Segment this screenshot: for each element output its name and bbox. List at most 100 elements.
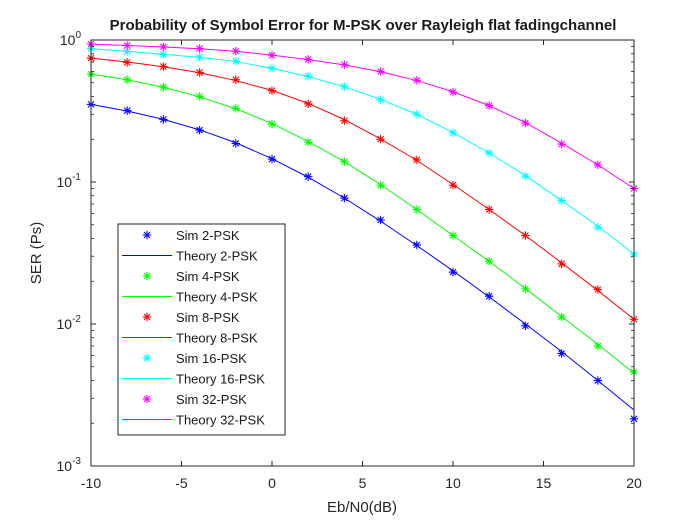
- sim-marker-4-2: [159, 42, 168, 52]
- sim-marker-0-2: [159, 115, 168, 124]
- x-axis: -10 -5 0 5 10 15 20: [81, 40, 642, 491]
- sim-marker-3-12: [521, 171, 530, 181]
- legend-entry: Sim 32-PSK: [142, 392, 247, 407]
- sim-marker-2-2: [159, 62, 168, 71]
- sim-marker-1-9: [412, 205, 421, 214]
- sim-marker-4-8: [376, 67, 385, 76]
- theory-line-2: [90, 57, 635, 320]
- legend-entry: Theory 16-PSK: [122, 372, 265, 387]
- sim-marker-1-5: [267, 119, 277, 129]
- sim-marker-1-7: [340, 157, 349, 166]
- series-layer: [86, 39, 639, 423]
- sim-marker-2-12: [521, 231, 530, 240]
- legend-label: Sim 8-PSK: [176, 310, 240, 325]
- sim-marker-3-1: [123, 47, 132, 56]
- sim-marker-4-4: [231, 46, 240, 56]
- sim-marker-4-6: [304, 55, 313, 64]
- legend-sim-marker: [142, 312, 152, 322]
- x-tick-label: 20: [626, 475, 642, 491]
- sim-marker-3-3: [195, 53, 204, 62]
- legend-label: Theory 2-PSK: [176, 249, 258, 264]
- sim-marker-3-11: [485, 148, 494, 158]
- sim-marker-1-6: [304, 137, 313, 147]
- sim-marker-4-10: [448, 87, 458, 97]
- sim-marker-0-13: [557, 349, 566, 358]
- y-tick-label: 10-1: [57, 172, 82, 190]
- y-axis-label: SER (Ps): [28, 222, 45, 285]
- sim-marker-2-1: [123, 58, 132, 67]
- y-tick-label: 10-2: [57, 314, 82, 332]
- sim-marker-4-12: [521, 118, 530, 128]
- sim-marker-4-14: [593, 160, 602, 170]
- sim-marker-0-14: [593, 376, 602, 385]
- sim-marker-3-6: [304, 72, 313, 81]
- sim-marker-3-8: [376, 95, 385, 104]
- sim-marker-0-11: [485, 291, 494, 301]
- sim-marker-2-4: [231, 75, 240, 84]
- sim-marker-1-12: [521, 284, 530, 293]
- sim-marker-3-5: [267, 64, 277, 73]
- sim-marker-3-2: [159, 50, 168, 59]
- legend-label: Sim 2-PSK: [176, 228, 240, 243]
- x-axis-label: Eb/N0(dB): [327, 499, 397, 516]
- sim-marker-2-11: [485, 205, 494, 214]
- x-tick-label: -5: [175, 475, 188, 491]
- sim-marker-1-11: [485, 256, 494, 266]
- sim-marker-2-6: [304, 99, 313, 109]
- legend-entry: Sim 4-PSK: [142, 269, 240, 284]
- y-axis: 10-3 10-2 10-1 100: [57, 30, 634, 474]
- x-tick-label: 10: [445, 475, 461, 491]
- y-tick-label: 100: [60, 30, 82, 48]
- sim-marker-0-4: [231, 139, 240, 148]
- sim-marker-3-13: [557, 196, 566, 205]
- theory-line-0: [90, 103, 635, 411]
- x-tick-label: 15: [536, 475, 552, 491]
- theory-line-4: [90, 43, 635, 189]
- legend-entry: Sim 8-PSK: [142, 310, 240, 325]
- sim-marker-2-13: [557, 259, 566, 269]
- legend-label: Sim 32-PSK: [176, 392, 247, 407]
- sim-marker-2-5: [267, 86, 277, 95]
- sim-marker-1-3: [195, 92, 204, 101]
- sim-marker-4-5: [267, 51, 277, 60]
- sim-marker-0-9: [412, 240, 421, 250]
- sim-marker-0-3: [195, 125, 204, 135]
- sim-marker-3-14: [593, 223, 602, 232]
- x-tick-label: -10: [81, 475, 101, 491]
- sim-marker-4-1: [123, 41, 132, 50]
- legend-entry: Sim 2-PSK: [142, 228, 240, 243]
- sim-marker-1-4: [231, 104, 240, 113]
- legend-entry: Theory 4-PSK: [122, 290, 258, 305]
- legend-sim-marker: [142, 230, 152, 240]
- legend-entry: Sim 16-PSK: [142, 351, 247, 366]
- sim-marker-0-6: [304, 172, 313, 181]
- sim-marker-4-11: [485, 101, 494, 110]
- sim-marker-3-7: [340, 82, 349, 91]
- sim-marker-3-4: [231, 56, 240, 66]
- sim-marker-2-10: [448, 180, 458, 190]
- sim-marker-0-5: [267, 154, 277, 164]
- sim-marker-4-3: [195, 44, 204, 53]
- sim-marker-1-13: [557, 312, 566, 322]
- legend-sim-marker: [142, 271, 152, 281]
- sim-marker-0-10: [448, 267, 458, 277]
- sim-marker-4-7: [340, 60, 349, 69]
- sim-marker-2-8: [376, 135, 385, 144]
- legend-sim-marker: [142, 353, 152, 363]
- chart-title: Probability of Symbol Error for M-PSK ov…: [110, 17, 617, 34]
- sim-marker-2-7: [340, 116, 349, 125]
- legend-label: Sim 4-PSK: [176, 269, 240, 284]
- legend-label: Theory 8-PSK: [176, 331, 258, 346]
- sim-marker-1-1: [123, 75, 132, 84]
- theory-line-3: [90, 48, 635, 255]
- y-tick-label: 10-3: [57, 456, 82, 474]
- legend: Sim 2-PSK Theory 2-PSK Sim 4-PSK Theory 4-P…: [117, 223, 286, 436]
- legend-entry: Theory 32-PSK: [122, 413, 265, 428]
- sim-marker-1-2: [159, 83, 168, 92]
- sim-marker-3-10: [448, 128, 458, 138]
- x-tick-label: 0: [268, 475, 276, 491]
- sim-marker-2-14: [593, 285, 602, 294]
- legend-sim-marker: [142, 394, 152, 404]
- sim-marker-1-8: [376, 180, 385, 190]
